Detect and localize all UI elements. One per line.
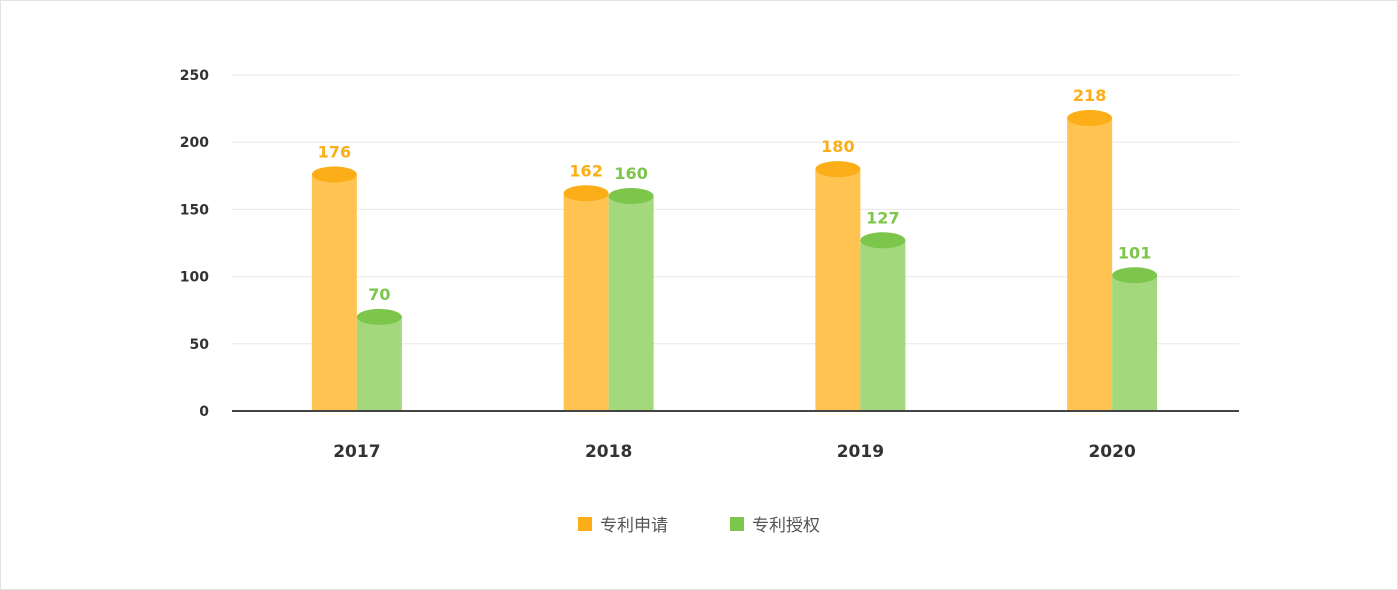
- data-label: 160: [614, 164, 647, 183]
- legend-label-grants: 专利授权: [752, 516, 820, 536]
- data-label: 218: [1073, 86, 1106, 105]
- data-label: 127: [866, 208, 899, 227]
- y-tick-label: 100: [180, 270, 209, 286]
- data-label: 70: [368, 285, 390, 304]
- x-tick-label: 2018: [585, 442, 632, 462]
- bar-grant: [1112, 275, 1158, 411]
- data-label: 101: [1118, 243, 1151, 262]
- legend-item-grants[interactable]: 专利授权: [730, 511, 820, 536]
- data-label: 180: [821, 137, 854, 156]
- bar-grant: [608, 195, 654, 411]
- x-tick-label: 2019: [837, 442, 884, 462]
- bar-application: [815, 169, 861, 411]
- bar-cap-grant: [860, 232, 906, 249]
- bar-grant: [860, 240, 906, 411]
- bar-application: [1067, 118, 1113, 412]
- x-tick-label: 2017: [333, 442, 380, 462]
- bar-cap-grant: [356, 308, 402, 325]
- bar-application: [311, 174, 357, 411]
- y-tick-label: 150: [180, 202, 209, 218]
- legend-swatch-grants: [730, 516, 744, 531]
- data-label: 162: [569, 161, 602, 180]
- legend-swatch-applications: [578, 516, 592, 531]
- bar-cap-grant: [1112, 267, 1158, 284]
- legend-label-applications: 专利申请: [600, 516, 668, 536]
- y-tick-label: 50: [190, 337, 210, 353]
- bar-cap-grant: [608, 187, 654, 204]
- bar-application: [563, 193, 609, 411]
- bar-grant: [356, 316, 402, 411]
- y-tick-label: 250: [180, 68, 209, 84]
- data-label: 176: [318, 142, 351, 161]
- bar-cap-application: [815, 161, 861, 178]
- bar-cap-application: [311, 166, 357, 183]
- bar-cap-application: [1067, 110, 1113, 127]
- y-tick-label: 200: [180, 135, 209, 151]
- legend-item-applications[interactable]: 专利申请: [578, 511, 668, 536]
- legend: 专利申请 专利授权: [1, 511, 1397, 536]
- bar-cap-application: [563, 185, 609, 202]
- x-tick-label: 2020: [1088, 442, 1135, 462]
- y-tick-label: 0: [199, 404, 209, 420]
- bar-chart: 0 50 100 150 200 250 176 70 2017 162 160 2018 180 127…: [180, 68, 1239, 462]
